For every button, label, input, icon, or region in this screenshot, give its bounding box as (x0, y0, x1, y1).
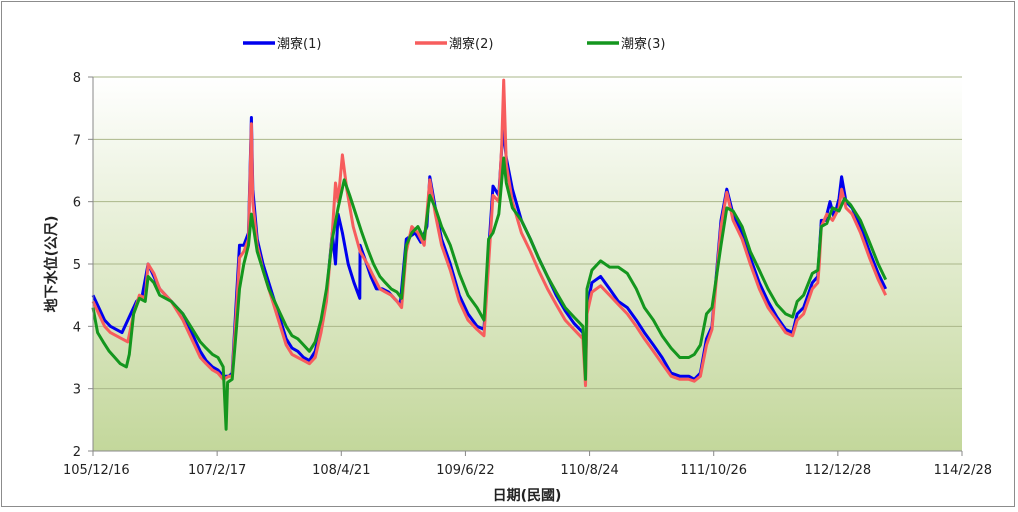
series-line-2 (91, 78, 888, 388)
x-tick-label: 111/10/26 (680, 463, 747, 478)
x-axis-ticks: 105/12/16 107/2/17 108/4/21 109/6/22 110/8/2… (63, 451, 992, 478)
x-axis-title: 日期(民國) (493, 488, 562, 504)
y-axis-ticks: 2 3 4 5 6 7 8 (73, 71, 93, 460)
y-tick-label: 6 (73, 196, 81, 211)
legend-label: 潮寮(1) (277, 36, 321, 52)
series-lines (91, 78, 888, 431)
x-tick-label: 108/4/21 (312, 463, 370, 478)
x-tick-label: 105/12/16 (63, 463, 130, 478)
x-tick-label: 112/12/28 (805, 463, 872, 478)
y-tick-label: 8 (73, 71, 81, 86)
legend-label: 潮寮(3) (621, 36, 665, 52)
y-tick-label: 2 (73, 445, 81, 460)
legend-item-2: 潮寮(2) (415, 36, 493, 52)
legend: 潮寮(1) 潮寮(2) 潮寮(3) (243, 36, 665, 52)
x-tick-label: 114/2/28 (934, 463, 992, 478)
series-line-3 (91, 156, 888, 431)
y-tick-label: 4 (73, 320, 81, 335)
legend-item-3: 潮寮(3) (587, 36, 665, 52)
y-axis-title: 地下水位(公尺) (43, 216, 60, 313)
y-tick-label: 7 (73, 133, 81, 148)
x-tick-label: 107/2/17 (188, 463, 246, 478)
legend-item-1: 潮寮(1) (243, 36, 321, 52)
y-tick-label: 5 (73, 258, 81, 273)
y-tick-label: 3 (73, 383, 81, 398)
x-tick-label: 109/6/22 (436, 463, 494, 478)
legend-label: 潮寮(2) (449, 36, 493, 52)
x-tick-label: 110/8/24 (560, 463, 618, 478)
